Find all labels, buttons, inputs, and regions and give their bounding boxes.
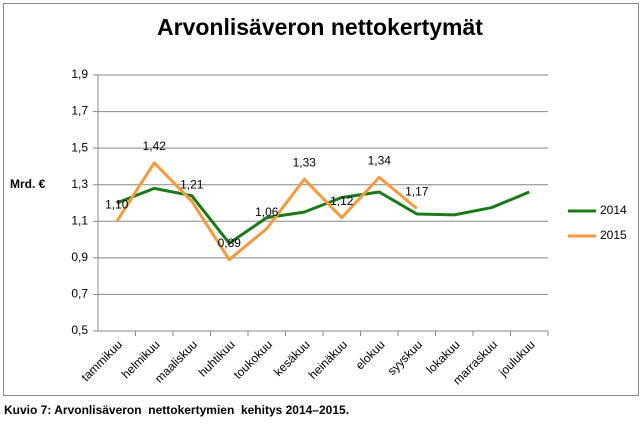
- y-tick-label: 1,1: [71, 213, 88, 227]
- y-tick-label: 1,3: [71, 177, 88, 191]
- chart-frame: [3, 3, 639, 396]
- data-label: 1,10: [105, 197, 129, 211]
- y-tick-label: 0,7: [71, 287, 88, 301]
- y-tick-label: 1,5: [71, 140, 88, 154]
- data-label: 1,17: [405, 185, 429, 199]
- y-axis-label: Mrd. €: [10, 177, 46, 191]
- data-label: 1,33: [293, 155, 317, 169]
- y-tick-label: 0,5: [71, 323, 88, 337]
- y-tick-label: 1,9: [71, 67, 88, 81]
- data-label: 1,12: [330, 194, 354, 208]
- data-label: 1,06: [255, 205, 279, 219]
- data-label: 1,42: [143, 139, 167, 153]
- data-label: 1,21: [180, 177, 204, 191]
- caption: Kuvio 7: Arvonlisäveron nettokertymien k…: [4, 403, 349, 417]
- legend-label: 2014: [600, 203, 627, 217]
- chart-title: Arvonlisäveron nettokertymät: [157, 14, 483, 40]
- y-tick-label: 0,9: [71, 250, 88, 264]
- data-label: 0,89: [218, 236, 242, 250]
- legend-label: 2015: [600, 228, 627, 242]
- series-line: [115, 161, 418, 262]
- y-tick-label: 1,7: [71, 104, 88, 118]
- data-label: 1,34: [368, 154, 392, 168]
